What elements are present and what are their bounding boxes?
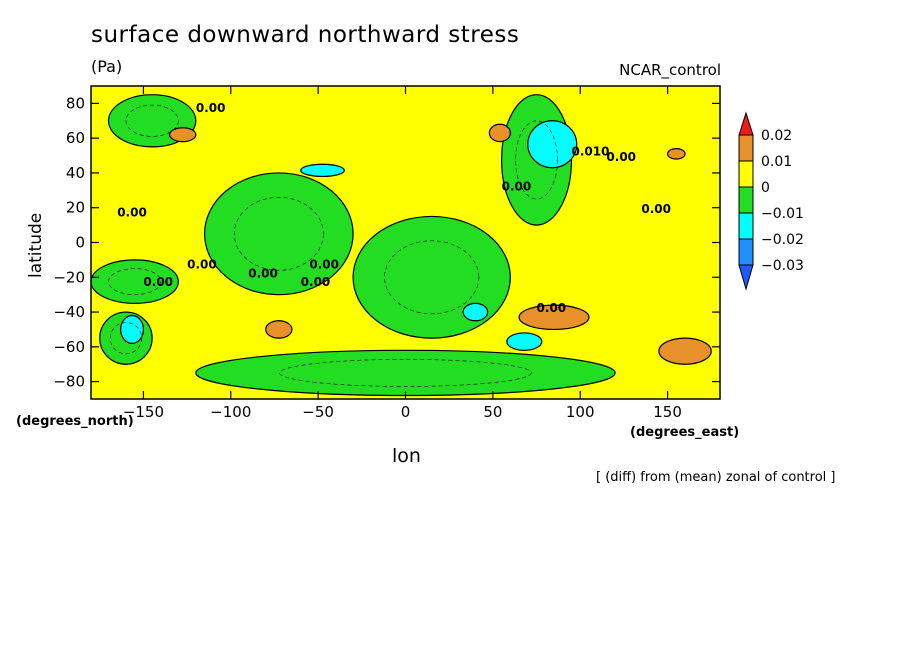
contour-region-negative [203, 172, 354, 296]
y-tick-label: 20 [66, 199, 85, 217]
y-tick-label: 40 [66, 164, 85, 182]
y-tick-label: −20 [53, 268, 85, 286]
contour-region-positive [658, 337, 712, 365]
colorbar-swatch [738, 186, 754, 214]
colorbar-label: −0.03 [761, 258, 804, 274]
contour-region-positive [488, 123, 511, 143]
contour-label: 0.00 [143, 275, 173, 289]
contour-label: 0.00 [196, 101, 226, 115]
colorbar-label: −0.02 [761, 232, 804, 248]
contour-line-dashed [125, 104, 179, 137]
colorbar-label: 0 [761, 180, 770, 196]
chart-title: surface downward northward stress [91, 22, 520, 48]
contour-region-strong-negative [300, 163, 345, 178]
contour-line-dashed [279, 359, 532, 387]
colorbar: 0.02 0.01 0 −0.01 −0.02 −0.03 [738, 111, 804, 291]
contour-line-dashed [515, 120, 558, 200]
contour-region-positive [666, 148, 686, 160]
contour-label: 0.00 [187, 258, 217, 272]
contour-region-strong-negative [120, 314, 145, 344]
colorbar-swatch [738, 238, 754, 266]
contour-region-negative [352, 215, 511, 339]
contour-label: 0.00 [641, 202, 671, 216]
colorbar-label: 0.02 [761, 128, 792, 144]
y-tick-label: 0 [75, 234, 85, 252]
contour-label: 0.00 [301, 275, 331, 289]
contour-region-negative [195, 349, 616, 397]
x-axis-label: lon [392, 445, 421, 467]
x-tick-label: −50 [302, 403, 334, 421]
contour-region-strong-negative [527, 120, 578, 169]
y-tick-label: −60 [53, 338, 85, 356]
x-tick-label: 50 [483, 403, 502, 421]
y-tick-label: 80 [66, 94, 85, 112]
contour-region-positive [265, 320, 293, 339]
contour-labels: 0.00 0.00 0.00 0.00 0.00 0.00 0.00 0.00 0.00 0.00… [117, 101, 671, 315]
contour-line-dashed [108, 268, 162, 295]
colorbar-swatch [738, 212, 754, 240]
y-tick-label: −40 [53, 303, 85, 321]
colorbar-label: 0.01 [761, 154, 792, 170]
contour-line-dashed [384, 240, 480, 315]
colorbar-swatch [738, 160, 754, 188]
y-tick-label: −80 [53, 373, 85, 391]
colorbar-label: −0.01 [761, 206, 804, 222]
contour-label: 0.00 [606, 150, 636, 164]
contour-label: 0.00 [537, 301, 567, 315]
x-tick-label: 0 [401, 403, 411, 421]
x-tick-label: 150 [653, 403, 682, 421]
contour-label: 0.00 [502, 179, 532, 193]
x-tick-label: 100 [566, 403, 595, 421]
x-tick-label: −150 [123, 403, 164, 421]
contour-label: 0.010 [571, 145, 609, 159]
contour-region-strong-negative [462, 302, 489, 322]
x-tick-label: −100 [210, 403, 251, 421]
contour-region-negative [91, 259, 179, 304]
x-axis-unit: (degrees_east) [630, 425, 740, 440]
footnote: [ (diff) from (mean) zonal of control ] [596, 470, 836, 485]
contour-lines [108, 104, 558, 387]
colorbar-swatch [738, 111, 754, 136]
y-axis: 80 60 40 20 0 −20 −40 −60 −80 [53, 94, 720, 391]
contour-line-dashed [233, 196, 324, 271]
colorbar-swatch [738, 264, 754, 291]
y-axis-unit: (degrees_north) [16, 414, 134, 429]
contour-region-strong-negative [506, 332, 543, 351]
y-tick-label: 60 [66, 129, 85, 147]
contour-regions [91, 94, 712, 397]
contour-label: 0.00 [117, 205, 147, 219]
contour-region-positive [518, 304, 590, 331]
x-axis: −150 −100 −50 0 50 100 150 [123, 86, 682, 421]
colorbar-swatch [738, 134, 754, 162]
contour-label: 0.00 [248, 266, 278, 280]
units-label: (Pa) [91, 57, 123, 76]
contour-label: 0.00 [309, 258, 339, 272]
contour-region-positive [169, 127, 197, 143]
contour-line-dashed [109, 322, 142, 355]
dataset-label: NCAR_control [619, 61, 721, 79]
